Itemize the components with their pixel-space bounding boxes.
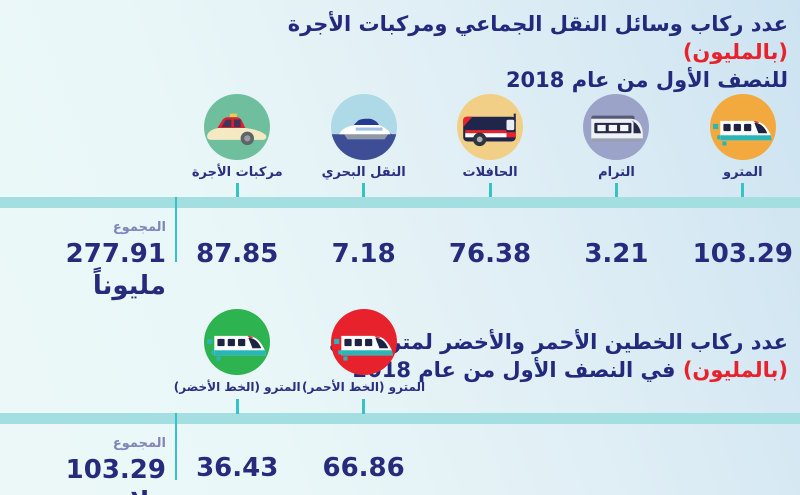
section1-title-line2: للنصف الأول من عام 2018 (505, 68, 788, 92)
section1-value-row: 103.29 3.21 76.38 7.18 87.85 (174, 238, 800, 270)
tick-marine (362, 183, 366, 197)
section2-total-band (0, 413, 800, 424)
value-buses: 76.38 (448, 239, 532, 269)
tick-taxi (235, 183, 239, 197)
value-green-line: 36.43 (196, 453, 279, 483)
value-metro: 103.29 (692, 239, 793, 269)
section2-icon-row: المترو (الخط الأحمر) المترو (الخط الأخضر… (174, 309, 427, 414)
bus-icon (457, 94, 524, 160)
section2-total-divider (175, 413, 177, 480)
value-marine: 7.18 (331, 239, 396, 269)
column-buses: الحافلات (427, 94, 553, 197)
value-taxi: 87.85 (196, 239, 279, 269)
section1-title-main: عدد ركاب وسائل النقل الجماعي ومركبات الأ… (287, 12, 788, 36)
column-taxi: مركبات الأجرة (174, 94, 300, 197)
tick-metro (741, 183, 745, 197)
icon-label-taxi: مركبات الأجرة (191, 165, 283, 180)
icon-label-tram: الترام (598, 165, 635, 180)
section2-total-value: 103.29 ملايين (65, 455, 166, 495)
section1-total-band (0, 197, 800, 208)
section1-total-label: المجموع (112, 220, 166, 235)
column-marine: النقل البحري (300, 94, 426, 197)
icon-label-buses: الحافلات (462, 165, 518, 180)
section1-icon-row: المترو الترام الحافلات النقل البحري مركب… (174, 94, 800, 197)
section2-title-line1: عدد ركاب الخطين الأحمر والأخضر لمترو دبي (328, 330, 788, 354)
icon-label-marine: النقل البحري (321, 165, 406, 180)
value-tram: 3.21 (584, 239, 649, 269)
metro-train-icon (709, 94, 776, 160)
metro-green-line-icon (204, 309, 271, 375)
section2-total: المجموع 103.29 ملايين (0, 436, 166, 495)
section1-total: المجموع 277.91 مليوناً (0, 220, 166, 302)
column-red-line: المترو (الخط الأحمر) (300, 309, 426, 414)
section1-title-unit: (بالمليون) (682, 40, 788, 64)
tick-red-line (362, 399, 366, 414)
tick-green-line (235, 399, 239, 414)
value-red-line: 66.86 (322, 453, 405, 483)
tick-tram (614, 183, 618, 197)
tram-icon (583, 94, 650, 160)
icon-label-red-line: المترو (الخط الأحمر) (302, 380, 426, 394)
section2-title-unit: (بالمليون) (682, 358, 788, 382)
section1-total-value: 277.91 مليوناً (65, 239, 166, 301)
boat-icon (330, 94, 397, 160)
tick-buses (488, 183, 492, 197)
section1-total-divider (175, 197, 177, 262)
section1-title: عدد ركاب وسائل النقل الجماعي ومركبات الأ… (228, 10, 788, 94)
column-tram: الترام (553, 94, 679, 197)
column-green-line: المترو (الخط الأخضر) (173, 309, 301, 414)
section2-title: عدد ركاب الخطين الأحمر والأخضر لمترو دبي… (318, 328, 788, 384)
icon-label-metro: المترو (723, 165, 763, 180)
taxi-icon (204, 94, 271, 160)
section2-title-line2: في النصف الأول من عام 2018 (352, 358, 683, 382)
metro-red-line-icon (330, 309, 397, 375)
icon-label-green-line: المترو (الخط الأخضر) (173, 380, 301, 394)
column-metro: المترو (680, 94, 800, 197)
section2-total-label: المجموع (112, 436, 166, 451)
section2-value-row: 66.86 36.43 (174, 452, 427, 484)
